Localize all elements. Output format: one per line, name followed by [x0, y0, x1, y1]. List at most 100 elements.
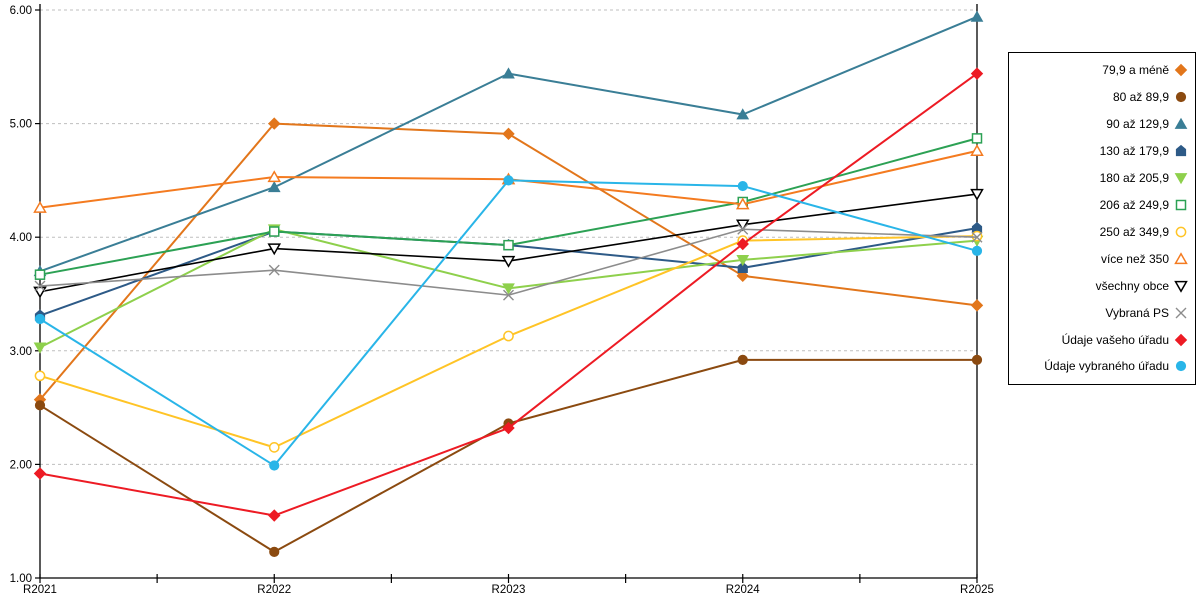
circle-marker-icon [1175, 361, 1187, 372]
diamond-marker-icon [33, 467, 47, 480]
circle-legend-marker-icon [1175, 92, 1187, 103]
diamond-marker-icon [970, 299, 984, 312]
triangle-down-marker-icon [1174, 173, 1188, 185]
triangle-up-legend-marker-icon [1174, 252, 1188, 264]
x-marker-icon [737, 223, 749, 235]
legend-item: Vybraná PS [1011, 306, 1193, 320]
triangle-down-marker-icon [1174, 280, 1188, 293]
diamond-marker-icon [736, 269, 749, 283]
legend-label: Vybraná PS [1105, 305, 1169, 320]
triangle-up-marker-icon [1174, 118, 1188, 130]
triangle-down-marker-icon [736, 255, 750, 267]
triangle-down-marker-icon [501, 255, 516, 268]
pentagon-marker-icon [737, 261, 748, 273]
triangle-down-marker-icon [970, 188, 984, 201]
legend-item: 80 až 89,9 [1011, 90, 1193, 104]
triangle-up-marker-icon [267, 170, 282, 183]
legend-label: Údaje vašeho úřadu [1061, 332, 1169, 347]
series-points [33, 117, 984, 406]
circle-marker-icon [34, 370, 46, 382]
triangle-up-marker-icon [1174, 252, 1188, 264]
legend-label: 250 až 349,9 [1099, 224, 1169, 239]
circle-marker-icon [503, 330, 514, 342]
y-tick-label: 1.00 [10, 573, 32, 585]
triangle-down-marker-icon [735, 219, 750, 232]
triangle-up-marker-icon [970, 10, 984, 22]
legend-item: 90 až 129,9 [1011, 117, 1193, 131]
circle-marker-icon [34, 313, 46, 325]
legend-item: Údaje vašeho úřadu [1011, 333, 1193, 347]
legend-item: 250 až 349,9 [1011, 225, 1193, 239]
series-points [33, 10, 984, 277]
y-tick-label: 4.00 [10, 232, 32, 244]
x-marker-icon [268, 264, 280, 276]
x-legend-marker-icon [1175, 307, 1187, 319]
circle-marker-icon [269, 460, 280, 471]
circle-marker-icon [971, 230, 983, 242]
legend-item: 79,9 a méně [1011, 63, 1193, 77]
series-points [34, 175, 983, 471]
diamond-marker-icon [268, 509, 281, 522]
triangle-up-marker-icon [33, 200, 47, 213]
circle-legend-marker-icon [1175, 226, 1187, 238]
x-marker-icon [971, 231, 983, 243]
legend-label: všechny obce [1095, 278, 1169, 293]
diamond-marker-icon [502, 421, 515, 435]
y-tick-label: 6.00 [10, 5, 32, 17]
triangle-down-marker-icon [33, 286, 47, 299]
diamond-legend-marker-icon [1174, 64, 1188, 77]
triangle-up-marker-icon [735, 197, 750, 210]
triangle-down-marker-icon [33, 342, 47, 354]
series-points [33, 188, 984, 299]
square-legend-marker-icon [1175, 199, 1187, 211]
circle-marker-icon [503, 175, 514, 186]
legend-label: 80 až 89,9 [1112, 90, 1169, 105]
legend-box: 79,9 a méně 80 až 89,9 90 až 129,9 130 až 1… [1008, 52, 1196, 385]
x-tick-label: R2023 [492, 584, 526, 596]
legend-label: 180 až 205,9 [1099, 171, 1169, 186]
triangle-down-marker-icon [502, 283, 515, 295]
legend-item: 180 až 205,9 [1011, 171, 1193, 185]
x-tick-label: R2025 [960, 584, 994, 596]
circle-marker-icon [737, 180, 748, 192]
diamond-marker-icon [1174, 333, 1188, 346]
legend-item: všechny obce [1011, 279, 1193, 293]
legend-label: více než 350 [1100, 251, 1169, 266]
triangle-up-marker-icon [736, 108, 750, 120]
circle-marker-icon [971, 245, 983, 256]
triangle-up-marker-icon [970, 144, 984, 157]
legend-label: Údaje vybraného úřadu [1044, 359, 1169, 374]
legend-item: více než 350 [1011, 252, 1193, 266]
diamond-marker-icon [502, 127, 515, 141]
x-tick-label: R2022 [257, 584, 291, 596]
triangle-down-marker-icon [267, 243, 282, 256]
square-marker-icon [1175, 199, 1187, 211]
x-tick-label: R2021 [23, 584, 57, 596]
square-marker-icon [971, 133, 983, 144]
series-points [34, 223, 983, 301]
circle-legend-marker-icon [1175, 361, 1187, 372]
circle-marker-icon [1175, 226, 1187, 238]
series-line [39, 358, 978, 553]
triangle-down-legend-marker-icon [1174, 280, 1188, 293]
series-line [39, 137, 978, 276]
triangle-up-marker-icon [267, 181, 281, 193]
circle-marker-icon [1175, 92, 1187, 103]
pentagon-marker-icon [1175, 145, 1187, 157]
y-tick-label: 5.00 [10, 119, 32, 131]
x-tick-label: R2024 [726, 584, 760, 596]
legend-label: 90 až 129,9 [1106, 117, 1169, 132]
triangle-down-legend-marker-icon [1174, 173, 1188, 185]
legend-item: 130 až 179,9 [1011, 144, 1193, 158]
diamond-legend-marker-icon [1174, 333, 1188, 346]
square-marker-icon [503, 239, 514, 251]
x-marker-icon [34, 280, 46, 292]
x-marker-icon [503, 289, 514, 301]
diamond-marker-icon [1174, 64, 1188, 77]
x-marker-icon [1175, 307, 1187, 319]
square-marker-icon [269, 226, 280, 237]
legend-item: Údaje vybraného úřadu [1011, 359, 1193, 373]
diamond-marker-icon [268, 117, 281, 130]
